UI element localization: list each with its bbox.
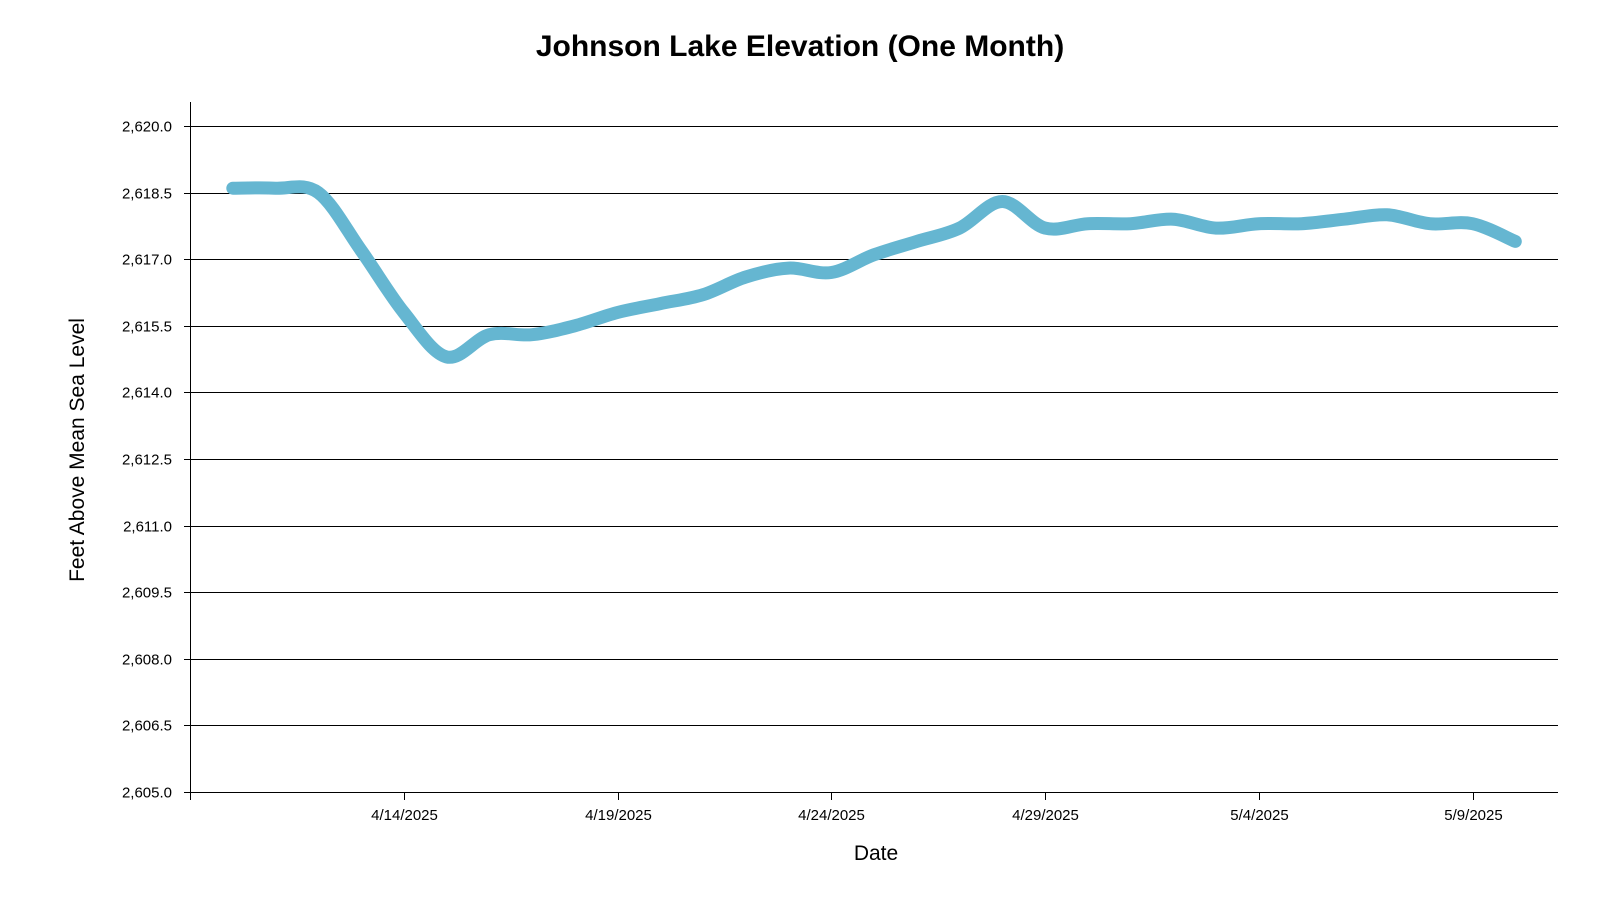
data-point — [572, 323, 578, 329]
data-point — [486, 332, 492, 338]
data-point — [828, 270, 834, 276]
data-point — [700, 292, 706, 298]
x-tick-label: 5/9/2025 — [1444, 807, 1502, 824]
data-point — [401, 310, 407, 316]
data-point — [914, 238, 920, 244]
data-point — [786, 265, 792, 271]
data-point — [230, 185, 236, 191]
y-tick-label: 2,612.5 — [122, 452, 172, 469]
data-point — [358, 247, 364, 253]
data-point — [1085, 221, 1091, 227]
data-point — [871, 252, 877, 258]
data-point — [444, 354, 450, 360]
data-point — [1427, 221, 1433, 227]
x-tick-label: 4/24/2025 — [798, 807, 865, 824]
data-point — [657, 301, 663, 307]
data-point — [1213, 225, 1219, 231]
y-tick-label: 2,620.0 — [122, 119, 172, 136]
data-point — [1042, 225, 1048, 231]
data-point — [743, 274, 749, 280]
y-tick-label: 2,609.5 — [122, 585, 172, 602]
y-tick-label: 2,605.0 — [122, 785, 172, 802]
grid-lines — [190, 126, 1558, 726]
data-point — [1341, 216, 1347, 222]
data-point — [315, 190, 321, 196]
data-point — [1256, 221, 1262, 227]
data-point — [957, 225, 963, 231]
chart-title: Johnson Lake Elevation (One Month) — [535, 30, 1065, 63]
data-point — [1128, 221, 1134, 227]
series-layer — [226, 180, 1522, 364]
data-point — [1170, 216, 1176, 222]
x-axis-label: Date — [853, 842, 899, 865]
data-point — [615, 310, 621, 316]
tick-labels: 2,605.0 2,606.5 2,608.0 2,609.5 2,611.0 2,612… — [122, 119, 1503, 825]
axes — [184, 102, 1558, 800]
y-tick-label: 2,611.0 — [123, 519, 172, 536]
data-point — [1384, 212, 1390, 218]
x-tick-label: 4/19/2025 — [585, 807, 652, 824]
data-point — [529, 332, 535, 338]
y-tick-label: 2,608.0 — [122, 652, 172, 669]
y-tick-label: 2,618.5 — [122, 186, 172, 203]
data-point — [999, 199, 1005, 205]
elevation-series-line — [226, 180, 1522, 364]
data-point — [1512, 238, 1518, 244]
y-tick-label: 2,617.0 — [122, 252, 172, 269]
x-tick-label: 4/14/2025 — [371, 807, 438, 824]
data-point — [1470, 221, 1476, 227]
data-point — [1299, 221, 1305, 227]
y-tick-label: 2,614.0 — [122, 385, 172, 402]
data-point — [273, 185, 279, 191]
y-tick-label: 2,615.5 — [122, 319, 172, 336]
x-tick-label: 4/29/2025 — [1012, 807, 1079, 824]
y-tick-label: 2,606.5 — [122, 718, 172, 735]
x-tick-label: 5/4/2025 — [1230, 807, 1288, 824]
